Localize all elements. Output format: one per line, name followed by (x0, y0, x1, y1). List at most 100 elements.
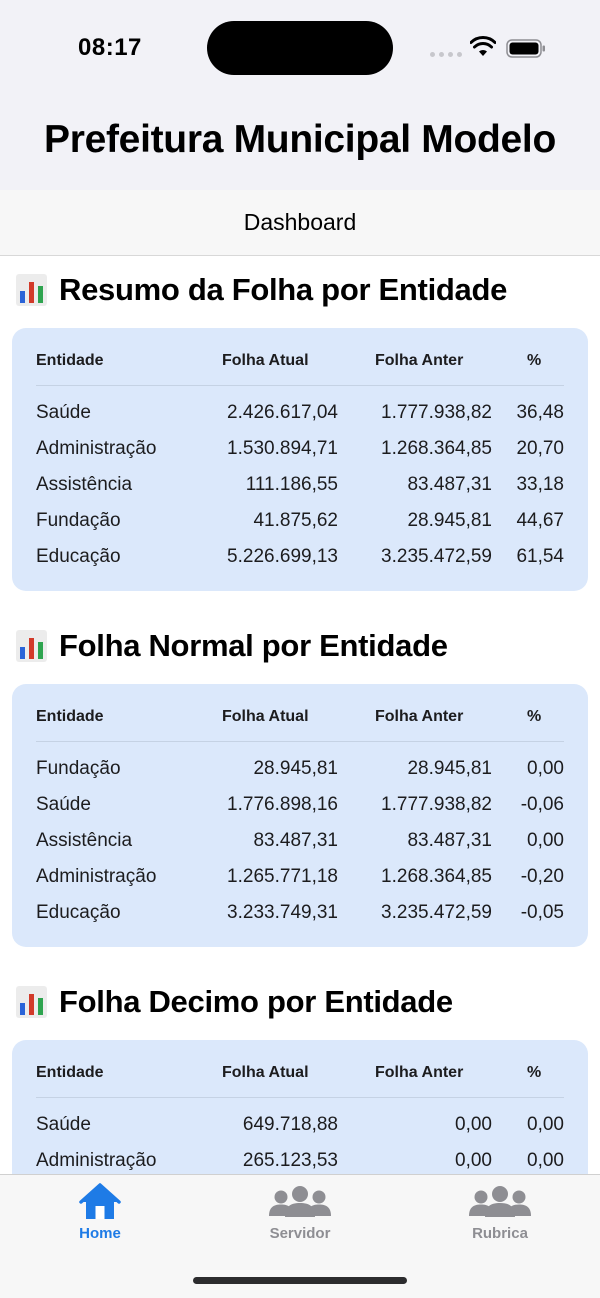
cell-percent: 0,00 (527, 1150, 564, 1171)
header-folha-atual: Folha Atual (222, 708, 309, 725)
table-row: Fundação 28.945,81 28.945,81 0,00 (36, 750, 564, 786)
table-card: Entidade Folha Atual Folha Anter % Funda… (12, 684, 588, 947)
header-percent: % (527, 352, 542, 369)
cell-percent: -0,06 (520, 794, 564, 815)
section-heading: Folha Normal por Entidade (16, 628, 448, 664)
navigation-bar: Dashboard (0, 190, 600, 256)
people-icon (469, 1186, 531, 1217)
status-bar: 08:17 (0, 0, 600, 100)
cell-folha-atual: 1.265.771,18 (227, 866, 338, 887)
cell-entidade: Assistência (36, 830, 133, 851)
cell-folha-anter: 1.268.364,85 (381, 866, 492, 887)
cell-entidade: Fundação (36, 510, 121, 531)
section-title: Resumo da Folha por Entidade (59, 272, 508, 307)
cell-folha-atual: 28.945,81 (253, 758, 338, 779)
cell-entidade: Fundação (36, 758, 121, 779)
cell-percent: 61,54 (516, 546, 564, 567)
tab-rubrica-label: Rubrica (472, 1225, 528, 1242)
cellular-signal-icon (430, 52, 462, 57)
cell-folha-atual: 265.123,53 (242, 1150, 338, 1171)
table-header: Entidade Folha Atual Folha Anter % (36, 328, 564, 386)
table-row: Administração 1.530.894,71 1.268.364,85 … (36, 430, 564, 466)
section-folha-decimo: Folha Decimo por Entidade Entidade Folha… (0, 968, 600, 1174)
table-card: Entidade Folha Atual Folha Anter % Saúde… (12, 328, 588, 591)
table-row: Saúde 1.776.898,16 1.777.938,82 -0,06 (36, 786, 564, 822)
table-row: Saúde 2.426.617,04 1.777.938,82 36,48 (36, 394, 564, 430)
cell-entidade: Educação (36, 902, 121, 923)
wifi-icon (470, 36, 496, 56)
cell-entidade: Administração (36, 1150, 157, 1171)
cell-percent: 0,00 (527, 830, 564, 851)
status-time: 08:17 (78, 34, 142, 61)
cell-percent: 0,00 (527, 758, 564, 779)
table-header: Entidade Folha Atual Folha Anter % (36, 684, 564, 742)
table-row: Saúde 649.718,88 0,00 0,00 (36, 1106, 564, 1142)
home-indicator[interactable] (193, 1277, 407, 1284)
cell-percent: 36,48 (516, 402, 564, 423)
table-header: Entidade Folha Atual Folha Anter % (36, 1040, 564, 1098)
cell-entidade: Saúde (36, 1114, 91, 1135)
cell-folha-anter: 1.777.938,82 (381, 402, 492, 423)
cell-folha-anter: 28.945,81 (407, 510, 492, 531)
cell-folha-atual: 2.426.617,04 (227, 402, 338, 423)
cell-folha-atual: 5.226.699,13 (227, 546, 338, 567)
dynamic-island (207, 21, 393, 75)
tab-home[interactable]: Home (30, 1183, 170, 1242)
cell-folha-atual: 111.186,55 (245, 474, 338, 495)
cell-folha-anter: 1.777.938,82 (381, 794, 492, 815)
table-row: Assistência 111.186,55 83.487,31 33,18 (36, 466, 564, 502)
header-entidade: Entidade (36, 708, 104, 725)
table-row: Administração 265.123,53 0,00 0,00 (36, 1142, 564, 1174)
header-folha-anter: Folha Anter (375, 708, 464, 725)
cell-folha-anter: 83.487,31 (407, 830, 492, 851)
dashboard-content[interactable]: Resumo da Folha por Entidade Entidade Fo… (0, 256, 600, 1174)
bar-chart-icon (16, 630, 47, 662)
tab-home-label: Home (79, 1225, 121, 1242)
cell-folha-atual: 3.233.749,31 (227, 902, 338, 923)
cell-folha-atual: 1.530.894,71 (227, 438, 338, 459)
section-heading: Folha Decimo por Entidade (16, 984, 453, 1020)
cell-entidade: Assistência (36, 474, 133, 495)
header-percent: % (527, 1064, 542, 1081)
section-folha-normal: Folha Normal por Entidade Entidade Folha… (0, 612, 600, 968)
section-heading: Resumo da Folha por Entidade (16, 272, 507, 308)
cell-entidade: Saúde (36, 794, 91, 815)
section-resumo-folha: Resumo da Folha por Entidade Entidade Fo… (0, 256, 600, 612)
people-icon (269, 1186, 331, 1217)
cell-percent: 44,67 (516, 510, 564, 531)
cell-folha-atual: 649.718,88 (242, 1114, 338, 1135)
cell-folha-anter: 83.487,31 (407, 474, 492, 495)
cell-folha-anter: 0,00 (455, 1150, 492, 1171)
cell-folha-anter: 28.945,81 (407, 758, 492, 779)
bar-chart-icon (16, 274, 47, 306)
cell-percent: -0,05 (520, 902, 564, 923)
cell-folha-atual: 41.875,62 (253, 510, 338, 531)
battery-icon (506, 39, 545, 58)
cell-percent: 0,00 (527, 1114, 564, 1135)
cell-folha-anter: 1.268.364,85 (381, 438, 492, 459)
table-row: Administração 1.265.771,18 1.268.364,85 … (36, 858, 564, 894)
header-folha-anter: Folha Anter (375, 1064, 464, 1081)
section-title: Folha Normal por Entidade (59, 628, 448, 663)
cell-percent: -0,20 (520, 866, 564, 887)
cell-entidade: Saúde (36, 402, 91, 423)
house-icon (79, 1183, 121, 1219)
app-title: Prefeitura Municipal Modelo (44, 118, 556, 161)
app-header: Prefeitura Municipal Modelo (0, 100, 600, 190)
header-entidade: Entidade (36, 352, 104, 369)
table-row: Educação 5.226.699,13 3.235.472,59 61,54 (36, 538, 564, 574)
table-card: Entidade Folha Atual Folha Anter % Saúde… (12, 1040, 588, 1174)
cell-folha-atual: 83.487,31 (253, 830, 338, 851)
tab-bar: Home Servidor Rubrica (0, 1174, 600, 1298)
header-folha-anter: Folha Anter (375, 352, 464, 369)
table-row: Fundação 41.875,62 28.945,81 44,67 (36, 502, 564, 538)
table-row: Educação 3.233.749,31 3.235.472,59 -0,05 (36, 894, 564, 930)
cell-entidade: Educação (36, 546, 121, 567)
cell-folha-anter: 3.235.472,59 (381, 546, 492, 567)
tab-servidor[interactable]: Servidor (230, 1183, 370, 1242)
header-folha-atual: Folha Atual (222, 352, 309, 369)
cell-percent: 20,70 (516, 438, 564, 459)
cell-entidade: Administração (36, 866, 157, 887)
tab-rubrica[interactable]: Rubrica (430, 1183, 570, 1242)
cell-folha-atual: 1.776.898,16 (227, 794, 338, 815)
